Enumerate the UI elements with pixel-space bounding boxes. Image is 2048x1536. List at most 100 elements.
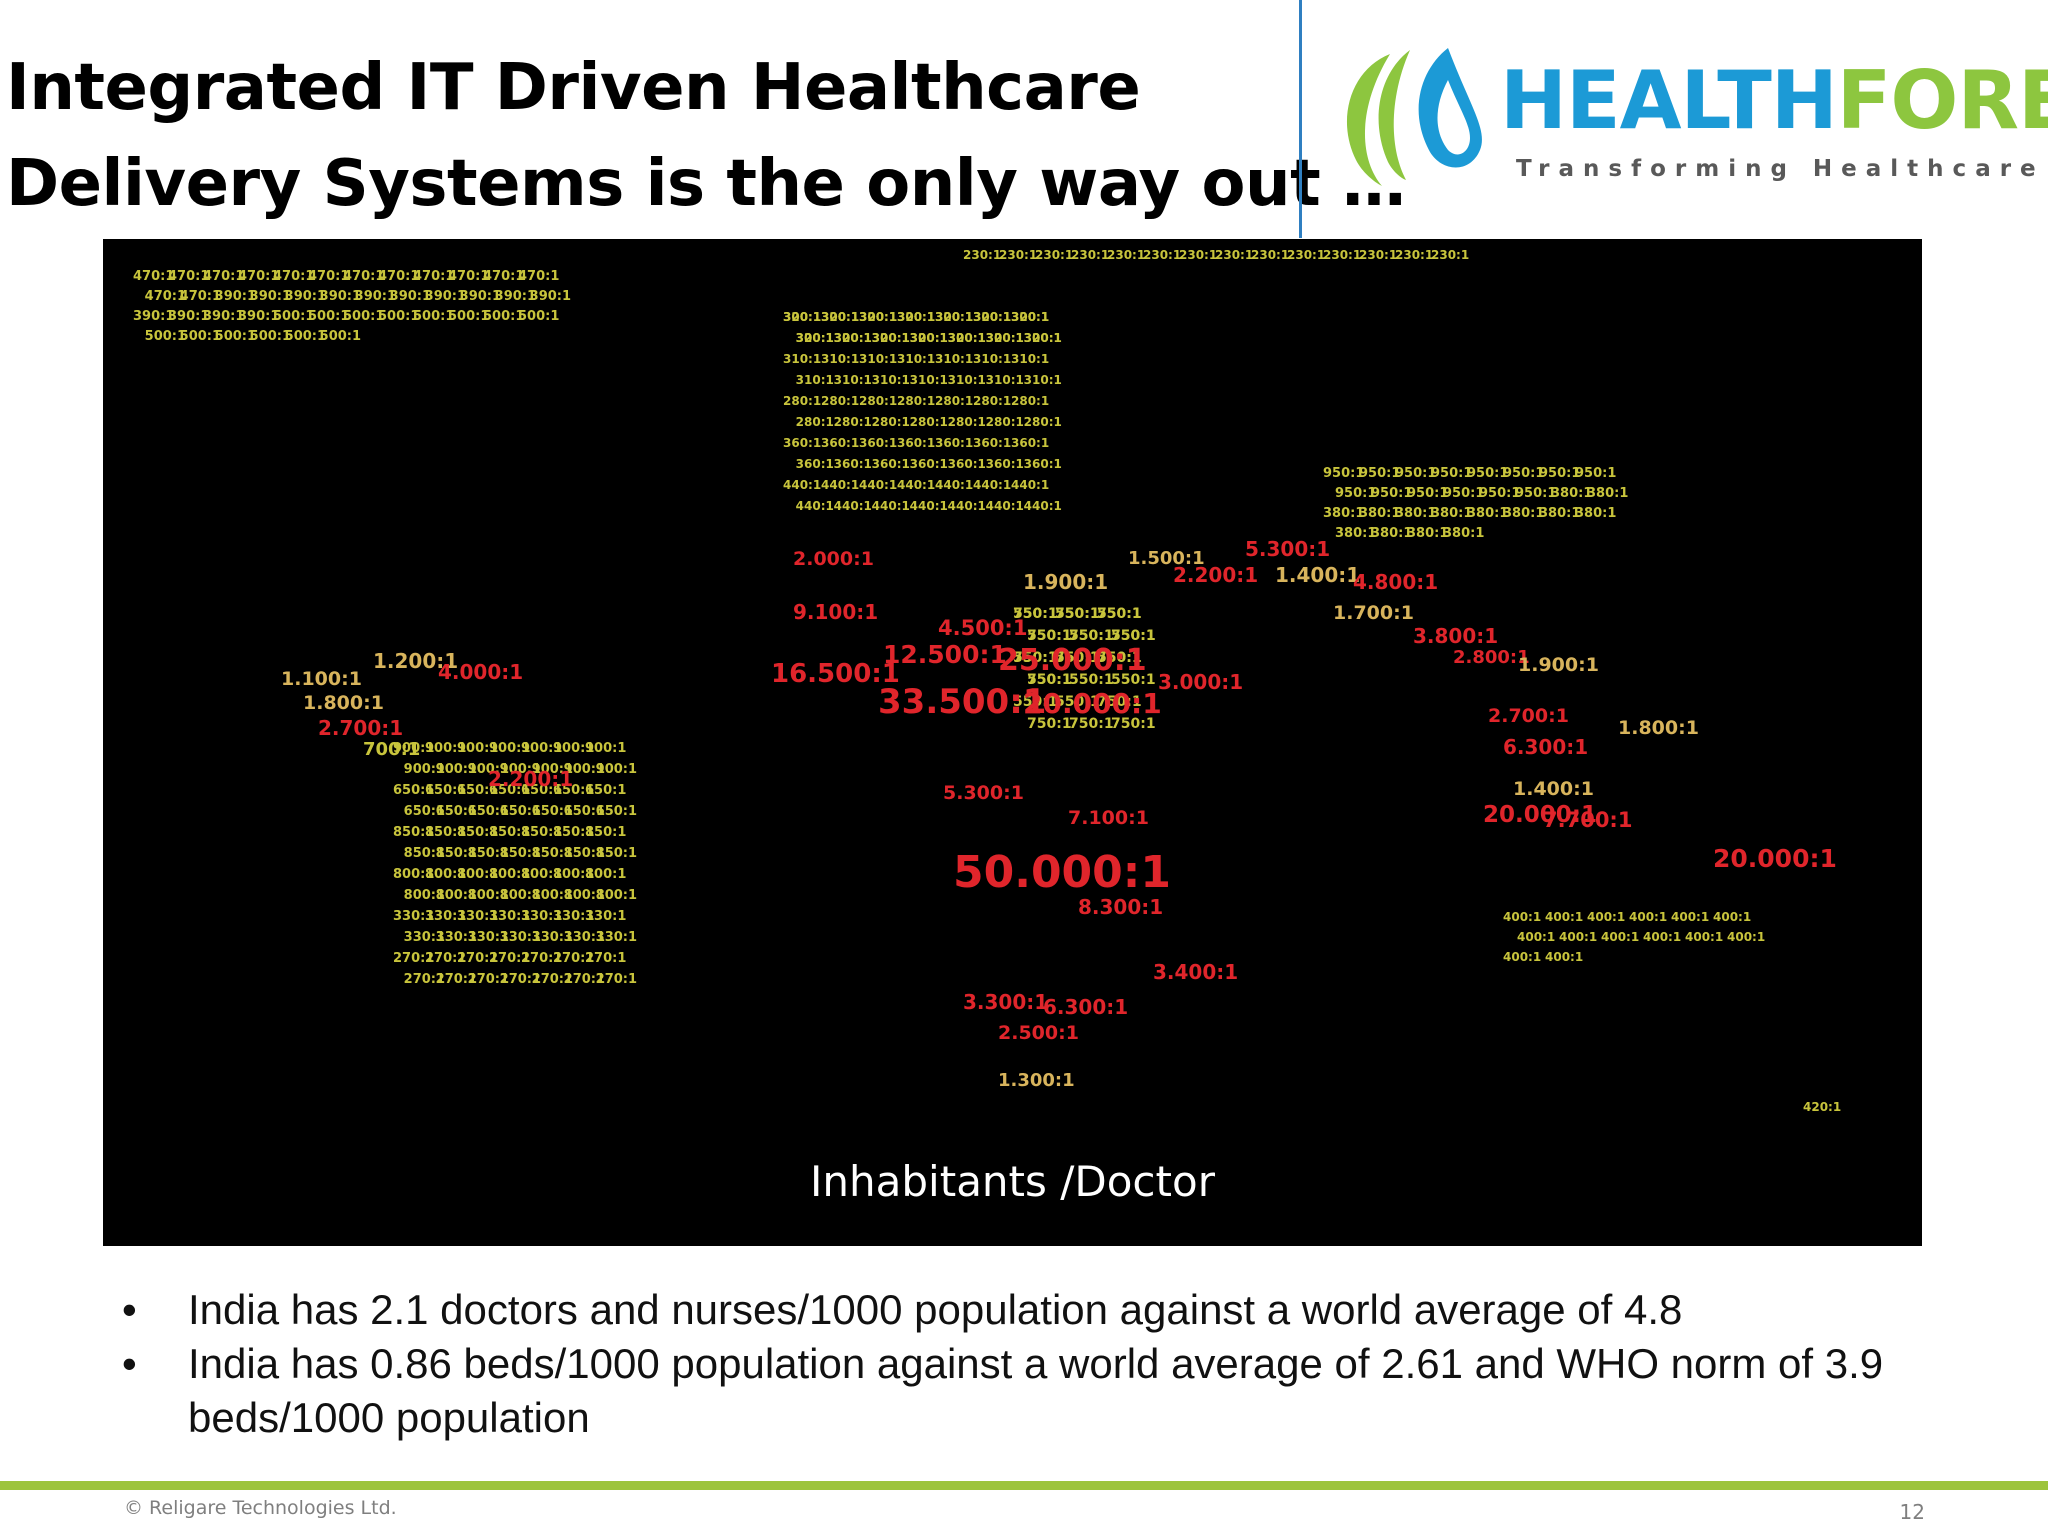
ratio-label: 360:1 bbox=[910, 457, 948, 471]
ratio-label: 400:1 bbox=[1727, 930, 1765, 944]
ratio-label: 400:1 bbox=[1503, 950, 1541, 964]
ratio-label: 390:1 bbox=[390, 289, 431, 304]
ratio-label: 2.500:1 bbox=[998, 1022, 1079, 1044]
ratio-label: 310:1 bbox=[859, 352, 897, 366]
brand-name-part-2: FORE bbox=[1836, 54, 2048, 147]
ratio-label: 850:1 bbox=[553, 825, 594, 840]
header-divider bbox=[1299, 0, 1302, 238]
ratio-label: 500:1 bbox=[518, 309, 559, 324]
ratio-label: 1.500:1 bbox=[1128, 548, 1205, 569]
ratio-label: 20.000:1 bbox=[1483, 802, 1597, 828]
ratio-label: 320:1 bbox=[1011, 310, 1049, 324]
ratio-label: 230:1 bbox=[999, 248, 1037, 262]
ratio-label: 230:1 bbox=[1287, 248, 1325, 262]
ratio-label: 400:1 bbox=[1601, 930, 1639, 944]
ratio-label: 230:1 bbox=[963, 248, 1001, 262]
ratio-label: 1.400:1 bbox=[1513, 778, 1594, 800]
ratio-label: 330:1 bbox=[564, 930, 605, 945]
ratio-label: 230:1 bbox=[1143, 248, 1181, 262]
ratio-label: 950:1 bbox=[1443, 486, 1484, 501]
ratio-label: 470:1 bbox=[203, 269, 244, 284]
ratio-label: 750:1 bbox=[1055, 650, 1100, 666]
ratio-label: 360:1 bbox=[897, 436, 935, 450]
ratio-label: 270:1 bbox=[468, 972, 509, 987]
ratio-label: 390:1 bbox=[425, 289, 466, 304]
ratio-label: 550:1 bbox=[1013, 650, 1058, 666]
ratio-label: 12.500:1 bbox=[883, 640, 1007, 669]
ratio-label: 800:1 bbox=[468, 888, 509, 903]
ratio-label: 360:1 bbox=[834, 457, 872, 471]
ratio-label: 360:1 bbox=[973, 436, 1011, 450]
ratio-label: 270:1 bbox=[553, 951, 594, 966]
bullet-marker: • bbox=[122, 1286, 137, 1333]
ratio-label: 330:1 bbox=[404, 930, 445, 945]
ratio-label: 800:1 bbox=[393, 867, 434, 882]
ratio-label: 310:1 bbox=[1011, 352, 1049, 366]
ratio-label: 230:1 bbox=[1215, 248, 1253, 262]
ratio-label: 360:1 bbox=[821, 436, 859, 450]
world-map-panel: 470:1 470:1 470:1 470:1 470:1 470:1 470:1 470:1… bbox=[103, 239, 1922, 1246]
ratio-label: 470:1 bbox=[518, 269, 559, 284]
ratio-label: 500:1 bbox=[145, 329, 186, 344]
ratio-label: 400:1 bbox=[1629, 910, 1667, 924]
ratio-label: 330:1 bbox=[468, 930, 509, 945]
bullet-item: • India has 2.1 doctors and nurses/1000 … bbox=[112, 1283, 1972, 1337]
ratio-label: 270:1 bbox=[585, 951, 626, 966]
ratio-label: 3.000:1 bbox=[1158, 670, 1243, 694]
ratio-label: 650:1 bbox=[457, 783, 498, 798]
ratio-label: 330:1 bbox=[500, 930, 541, 945]
ratio-label: 230:1 bbox=[1431, 248, 1469, 262]
ratio-label: 900:1 bbox=[553, 741, 594, 756]
ratio-label: 300:1 bbox=[986, 331, 1024, 345]
ratio-label: 550:1 bbox=[1097, 606, 1142, 622]
ratio-label: 800:1 bbox=[425, 867, 466, 882]
ratio-label: 300:1 bbox=[910, 331, 948, 345]
ratio-label: 650:1 bbox=[564, 804, 605, 819]
ratio-label: 400:1 bbox=[1517, 930, 1555, 944]
ratio-label: 750:1 bbox=[1027, 672, 1072, 688]
ratio-label: 320:1 bbox=[783, 310, 821, 324]
ratio-label: 440:1 bbox=[1024, 499, 1062, 513]
ratio-label: 320:1 bbox=[859, 310, 897, 324]
ratio-label: 360:1 bbox=[1024, 457, 1062, 471]
ratio-label: 950:1 bbox=[1431, 466, 1472, 481]
ratio-label: 280:1 bbox=[910, 415, 948, 429]
ratio-label: 33.500:1 bbox=[878, 682, 1046, 722]
ratio-label: 310:1 bbox=[897, 352, 935, 366]
ratio-label: 850:1 bbox=[532, 846, 573, 861]
ratio-label: 330:1 bbox=[425, 909, 466, 924]
ratio-label: 800:1 bbox=[553, 867, 594, 882]
ratio-label: 280:1 bbox=[872, 415, 910, 429]
ratio-label: 5.300:1 bbox=[943, 782, 1024, 804]
ratio-label: 390:1 bbox=[238, 309, 279, 324]
ratio-label: 470:1 bbox=[180, 289, 221, 304]
ratio-label: 440:1 bbox=[935, 478, 973, 492]
ratio-label: 280:1 bbox=[1024, 415, 1062, 429]
ratio-label: 470:1 bbox=[378, 269, 419, 284]
ratio-label: 950:1 bbox=[1503, 466, 1544, 481]
ratio-label: 300:1 bbox=[821, 310, 859, 324]
ratio-label: 360:1 bbox=[935, 436, 973, 450]
ratio-label: 50.000:1 bbox=[953, 847, 1171, 898]
ratio-label: 380:1 bbox=[1395, 506, 1436, 521]
ratio-label: 320:1 bbox=[872, 331, 910, 345]
ratio-label: 440:1 bbox=[783, 478, 821, 492]
world-map: 470:1470:1470:1470:1470:1470:1470:1470:1… bbox=[133, 248, 1841, 1114]
ratio-label: 1.400:1 bbox=[1275, 563, 1360, 587]
ratio-label: 330:1 bbox=[457, 909, 498, 924]
ratio-label: 440:1 bbox=[986, 499, 1024, 513]
ratio-label: 360:1 bbox=[986, 457, 1024, 471]
bullet-text: India has 0.86 beds/1000 population agai… bbox=[188, 1340, 1884, 1441]
ratio-label: 900:1 bbox=[596, 762, 637, 777]
ratio-label: 800:1 bbox=[596, 888, 637, 903]
ratio-label: 550:1 bbox=[1111, 628, 1156, 644]
ratio-label: 330:1 bbox=[585, 909, 626, 924]
ratio-label: 750:1 bbox=[1097, 606, 1142, 622]
ratio-label: 650:1 bbox=[489, 783, 530, 798]
ratio-label: 280:1 bbox=[986, 415, 1024, 429]
ratio-label: 440:1 bbox=[834, 499, 872, 513]
ratio-label: 950:1 bbox=[1539, 466, 1580, 481]
ratio-label: 380:1 bbox=[1359, 506, 1400, 521]
ratio-label: 470:1 bbox=[413, 269, 454, 284]
ratio-label: 550:1 bbox=[1055, 694, 1100, 710]
